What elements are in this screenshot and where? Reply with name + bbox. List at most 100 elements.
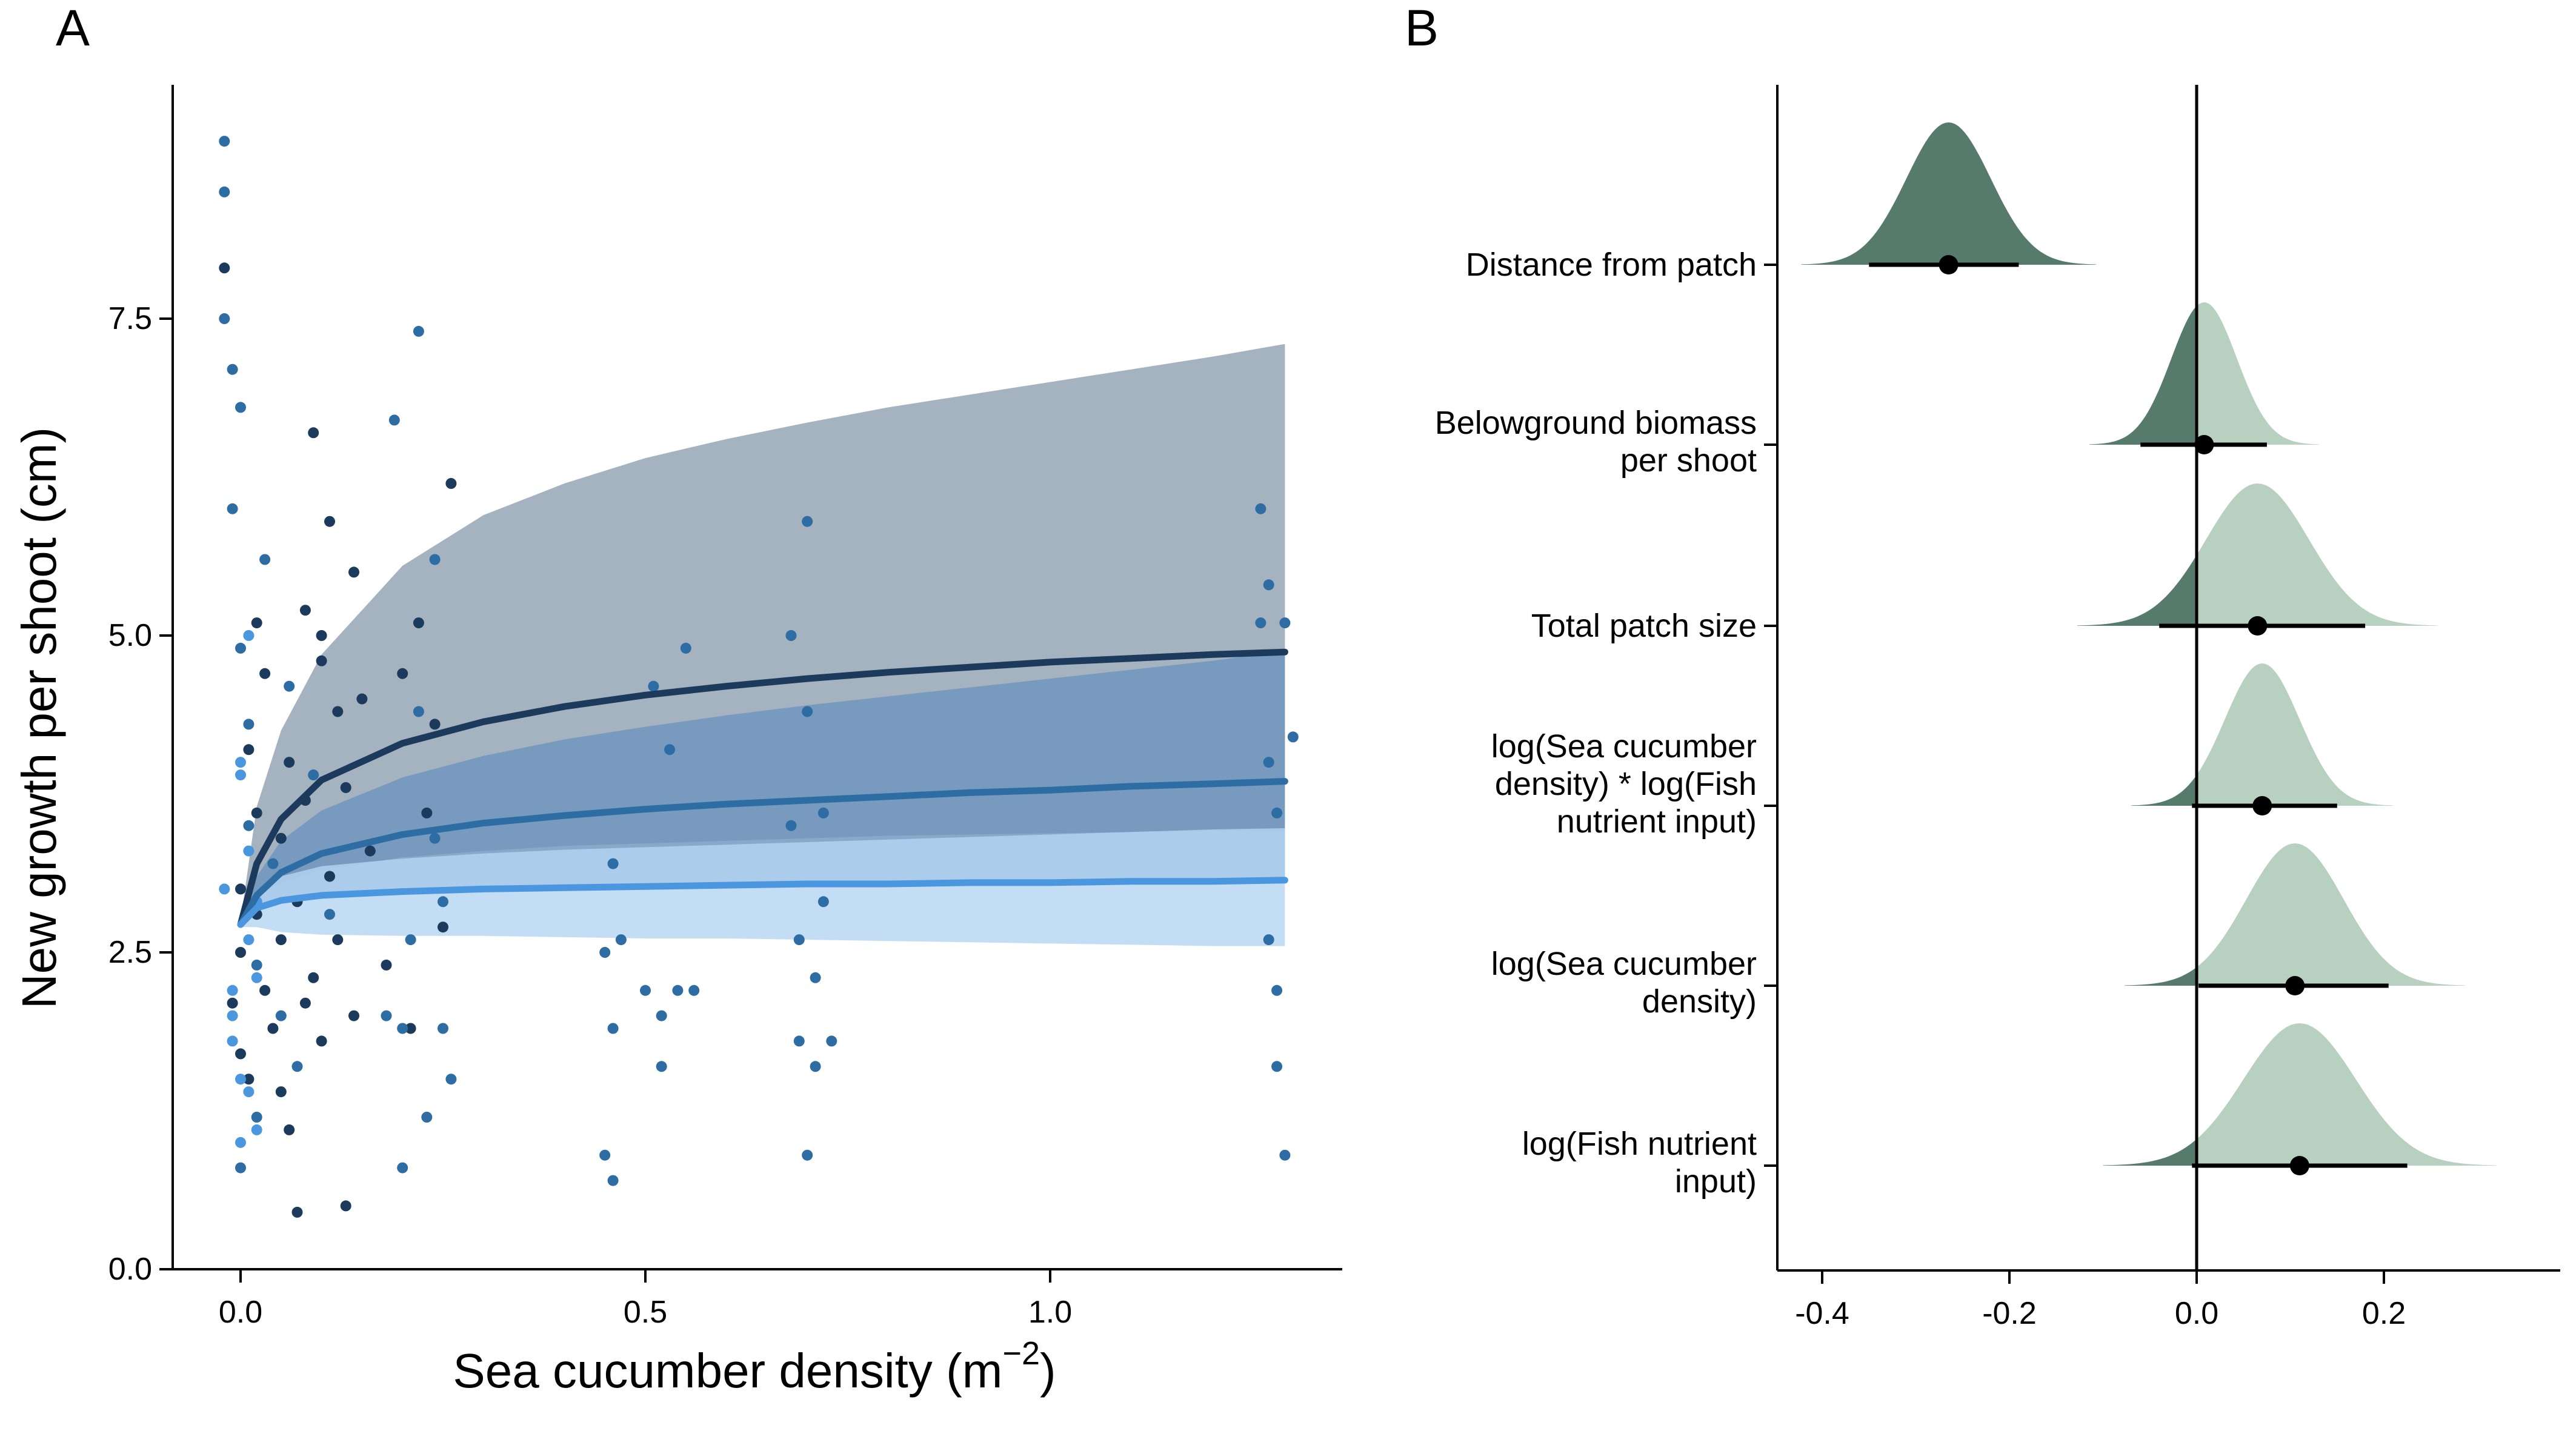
coefficient-label-line: input): [1675, 1163, 1757, 1200]
point-series-3: [227, 984, 238, 996]
y-tick-label: 2.5: [108, 935, 152, 970]
point-series-1: [243, 744, 255, 755]
point-series-2: [1287, 731, 1299, 743]
point-series-1: [284, 1124, 295, 1135]
point-series-2: [607, 1175, 619, 1186]
point-series-2: [680, 642, 691, 654]
y-tick-label: 7.5: [108, 301, 152, 336]
x-tick-label: 0.2: [2362, 1296, 2406, 1331]
point-series-1: [259, 984, 271, 996]
point-series-1: [332, 934, 344, 946]
point-series-2: [810, 972, 821, 983]
point-series-1: [275, 934, 287, 946]
point-series-1: [413, 617, 424, 629]
point-series-3: [243, 1086, 255, 1098]
point-series-2: [219, 186, 230, 198]
point-series-1: [324, 871, 335, 882]
point-series-1: [405, 1023, 416, 1034]
coefficient-label-line: log(Fish nutrient: [1522, 1126, 1757, 1162]
panel-a-letter: A: [56, 0, 90, 56]
point-series-3: [227, 1035, 238, 1047]
point-series-2: [227, 364, 238, 375]
point-series-2: [397, 1023, 408, 1034]
y-axis-ticks: 0.0 2.5 5.0 7.5: [108, 301, 173, 1287]
x-tick-label: 0.0: [219, 1295, 262, 1330]
point-series-2: [1271, 1061, 1283, 1072]
point-series-2: [219, 313, 230, 324]
point-series-2: [1271, 807, 1283, 818]
point-series-2: [438, 896, 448, 908]
point-series-1: [275, 1086, 287, 1098]
point-series-1: [299, 997, 311, 1009]
point-series-2: [227, 503, 238, 514]
point-series-2: [1263, 934, 1274, 946]
density-negative: [2103, 1139, 2197, 1166]
point-series-2: [664, 744, 676, 755]
coefficient-label-line: Belowground biomass: [1435, 405, 1757, 441]
point-series-2: [1271, 984, 1283, 996]
density-negative: [2089, 306, 2197, 445]
point-series-1: [235, 947, 246, 958]
point-series-2: [259, 554, 271, 565]
point-series-2: [648, 680, 659, 692]
point-series-3: [251, 972, 262, 983]
point-series-1: [308, 427, 319, 439]
x-axis-label-exponent: −2: [1002, 1335, 1040, 1372]
y-tick-label: 0.0: [108, 1252, 152, 1287]
point-series-1: [429, 719, 441, 730]
panel-b: Distance from patch Belowground biomasspe…: [1435, 85, 2560, 1331]
point-series-1: [299, 605, 311, 616]
coefficient-label-line: nutrient input): [1557, 803, 1757, 840]
point-series-1: [251, 807, 262, 818]
point-series-2: [381, 1010, 392, 1021]
point-series-2: [826, 1035, 837, 1047]
point-series-2: [421, 1112, 433, 1123]
point-series-1: [445, 478, 457, 489]
point-series-2: [1263, 579, 1274, 591]
point-series-1: [259, 668, 271, 679]
point-series-1: [275, 832, 287, 844]
point-series-1: [348, 566, 359, 578]
coefficient-label-line: density): [1642, 983, 1757, 1020]
mean-point: [2248, 616, 2268, 636]
point-series-2: [607, 858, 619, 869]
coefficient-label-line: Distance from patch: [1466, 247, 1757, 283]
point-series-2: [251, 959, 262, 971]
point-series-2: [413, 325, 424, 337]
point-series-1: [364, 845, 376, 857]
fit-line-series-2: [237, 778, 1288, 928]
density-positive: [2197, 843, 2466, 986]
density-negative: [1801, 122, 2096, 265]
point-series-2: [1279, 1149, 1291, 1161]
point-series-1: [397, 668, 408, 679]
density-positive: [2197, 1023, 2497, 1166]
point-series-1: [324, 516, 335, 527]
x-axis-ticks: 0.0 0.5 1.0: [219, 1269, 1072, 1330]
point-series-1: [219, 262, 230, 274]
point-series-1: [291, 1206, 303, 1218]
mean-point: [2252, 796, 2272, 815]
density-positive: [2197, 483, 2438, 626]
point-series-2: [429, 554, 441, 565]
point-series-2: [219, 136, 230, 147]
point-series-2: [1255, 503, 1266, 514]
point-series-3: [235, 1074, 246, 1085]
point-series-1: [243, 1074, 255, 1085]
point-series-2: [672, 984, 684, 996]
point-series-2: [243, 719, 255, 730]
point-series-2: [802, 706, 813, 717]
point-series-2: [793, 1035, 805, 1047]
point-series-2: [793, 934, 805, 946]
point-series-2: [1263, 757, 1274, 768]
point-series-2: [802, 516, 813, 527]
y-axis-label: New growth per shoot (cm): [12, 427, 66, 1009]
point-series-2: [785, 630, 797, 641]
point-series-2: [438, 1023, 448, 1034]
point-series-2: [235, 1162, 246, 1174]
point-series-3: [251, 1124, 262, 1135]
point-series-2: [413, 706, 424, 717]
point-series-2: [640, 984, 651, 996]
point-series-1: [316, 630, 327, 641]
x-axis-label-end: ): [1040, 1344, 1056, 1398]
point-series-2: [429, 832, 441, 844]
